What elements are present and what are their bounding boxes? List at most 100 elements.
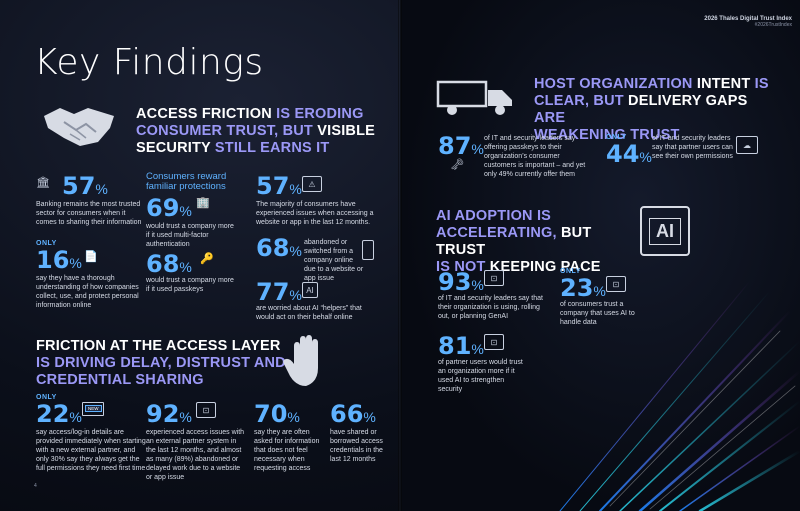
percent-sign: % — [69, 409, 82, 425]
stat-value: 68 — [146, 250, 180, 278]
stat-genai-text: of IT and security leaders say that thei… — [438, 295, 543, 320]
heading-highlight: KEEPING PACE — [485, 259, 601, 275]
percent-sign: % — [363, 409, 376, 425]
section3-heading: HOST ORGANIZATION INTENT IS CLEAR, BUT D… — [534, 76, 774, 144]
percent-sign: % — [593, 283, 606, 299]
stat-login: 22% — [36, 402, 82, 427]
heading-text: ARE — [534, 110, 566, 126]
ai-icon: AI — [302, 282, 318, 298]
stat-passkeys: 68% — [146, 252, 192, 277]
heading-text: CLEAR, BUT — [534, 93, 624, 109]
section1-heading: ACCESS FRICTION IS ERODING CONSUMER TRUS… — [136, 106, 376, 157]
stat-value: 68 — [256, 234, 290, 262]
only-label: ONLY — [36, 240, 57, 247]
stat-issues: 57% — [256, 174, 302, 199]
stat-understanding: 16% — [36, 248, 82, 273]
percent-sign: % — [287, 409, 300, 425]
stat-mfa-text: would trust a company more if it used mu… — [146, 223, 234, 248]
stat-banking-text: Banking remains the most trusted sector … — [36, 201, 142, 226]
heading-highlight: INTENT — [692, 76, 751, 92]
percent-sign: % — [179, 409, 192, 425]
reward-label: Consumers reward familiar protections — [146, 171, 227, 192]
report-title: 2026 Thales Digital Trust Index — [704, 16, 792, 22]
cloud-icon: ☁ — [736, 136, 758, 154]
page-number: 4 — [34, 483, 37, 489]
bank-icon: 🏛 — [36, 177, 50, 189]
stat-passkeys-text: would trust a company more if it used pa… — [146, 277, 234, 293]
stat-ai-helpers: 77% — [256, 280, 302, 305]
stat-value: 16 — [36, 246, 70, 274]
monitor-icon: ⊡ — [606, 276, 626, 292]
warning-icon: ⚠ — [302, 176, 322, 192]
stat-understanding-text: say they have a thorough understanding o… — [36, 275, 139, 309]
heading-highlight: VISIBLE — [313, 123, 376, 139]
stat-value: 93 — [438, 268, 472, 296]
section4-heading: AI ADOPTION IS ACCELERATING, BUT TRUST I… — [436, 208, 636, 276]
stat-value: 70 — [254, 400, 288, 428]
heading-text: IS DRIVING DELAY, DISTRUST AND — [36, 355, 286, 371]
percent-sign: % — [289, 181, 302, 197]
stat-passkeys-it: 87% — [438, 134, 484, 159]
only-label: ONLY — [606, 134, 627, 141]
heading-text: IS — [750, 76, 769, 92]
key-hand-icon: 🗝 — [450, 159, 464, 171]
stat-banking: 57% — [62, 174, 108, 199]
heading-text: IS ERODING — [271, 106, 364, 122]
chip-icon: AI — [640, 206, 690, 256]
heading-text: CREDENTIAL SHARING — [36, 372, 204, 388]
heading-text: AI ADOPTION IS — [436, 208, 552, 224]
stat-ai-helpers-text: are worried about AI “helpers” that woul… — [256, 305, 362, 321]
page-fold — [398, 0, 402, 511]
only-label: ONLY — [36, 394, 57, 401]
monitor-icon: ⊡ — [484, 270, 504, 286]
heading-highlight: ACCESS FRICTION — [136, 106, 272, 122]
stat-value: 23 — [560, 274, 594, 302]
stat-permissions-text: of IT and security leaders say that part… — [652, 135, 733, 160]
percent-sign: % — [95, 181, 108, 197]
key-icon: 🔑 — [200, 253, 214, 265]
heading-highlight: SECURITY — [136, 140, 211, 156]
monitor-icon: ⊡ — [484, 334, 504, 350]
stat-value: 66 — [330, 400, 364, 428]
stat-asked-text: say they are often asked for information… — [254, 429, 320, 472]
heading-text: HOST ORGANIZATION — [534, 76, 693, 92]
percent-sign: % — [289, 243, 302, 259]
heading-text: IS NOT — [436, 259, 486, 275]
stat-partner-text: experienced access issues with an extern… — [146, 429, 245, 481]
stat-value: 81 — [438, 332, 472, 360]
report-corner-label: 2026 Thales Digital Trust Index #2026Tru… — [704, 16, 792, 28]
stat-passkeys-it-text: of IT and security leaders say offering … — [484, 135, 586, 178]
stat-partner: 92% — [146, 402, 192, 427]
phone-icon — [362, 240, 374, 260]
stat-abandoned-text: abandoned or switched from a company onl… — [304, 239, 364, 282]
heading-text: CONSUMER TRUST, BUT — [136, 123, 313, 139]
stat-consumers-ai-text: of consumers trust a company that uses A… — [560, 301, 635, 326]
right-page: 2026 Thales Digital Trust Index #2026Tru… — [400, 0, 800, 511]
stat-partner-ai-text: of partner users would trust an organiza… — [438, 359, 523, 393]
left-page: Key Findings ACCESS FRICTION IS ERODING … — [34, 106, 383, 489]
stat-shared-text: have shared or borrowed access credentia… — [330, 429, 383, 463]
chip-icon-label: AI — [649, 217, 681, 245]
heading-text: STILL EARNS IT — [210, 140, 330, 156]
stat-permissions: 44% — [606, 142, 652, 167]
percent-sign: % — [69, 255, 82, 271]
heading-text: ACCELERATING, — [436, 225, 557, 241]
heading-text: WEAKENING TRUST — [534, 127, 680, 143]
stat-asked: 70% — [254, 402, 300, 427]
stat-value: 92 — [146, 400, 180, 428]
stat-issues-text: The majority of consumers have experienc… — [256, 201, 374, 226]
stat-value: 57 — [62, 172, 96, 200]
stat-partner-ai: 81% — [438, 334, 484, 359]
stat-value: 69 — [146, 194, 180, 222]
percent-sign: % — [471, 341, 484, 357]
stat-mfa: 69% — [146, 196, 192, 221]
stat-value: 57 — [256, 172, 290, 200]
only-label: ONLY — [560, 268, 581, 275]
report-hashtag: #2026TrustIndex — [754, 22, 792, 28]
percent-sign: % — [179, 259, 192, 275]
stat-shared: 66% — [330, 402, 376, 427]
stat-value: 77 — [256, 278, 290, 306]
document-icon: 📄 — [84, 251, 98, 263]
handshake-icon — [44, 108, 114, 146]
new-badge: NEW — [85, 405, 102, 412]
